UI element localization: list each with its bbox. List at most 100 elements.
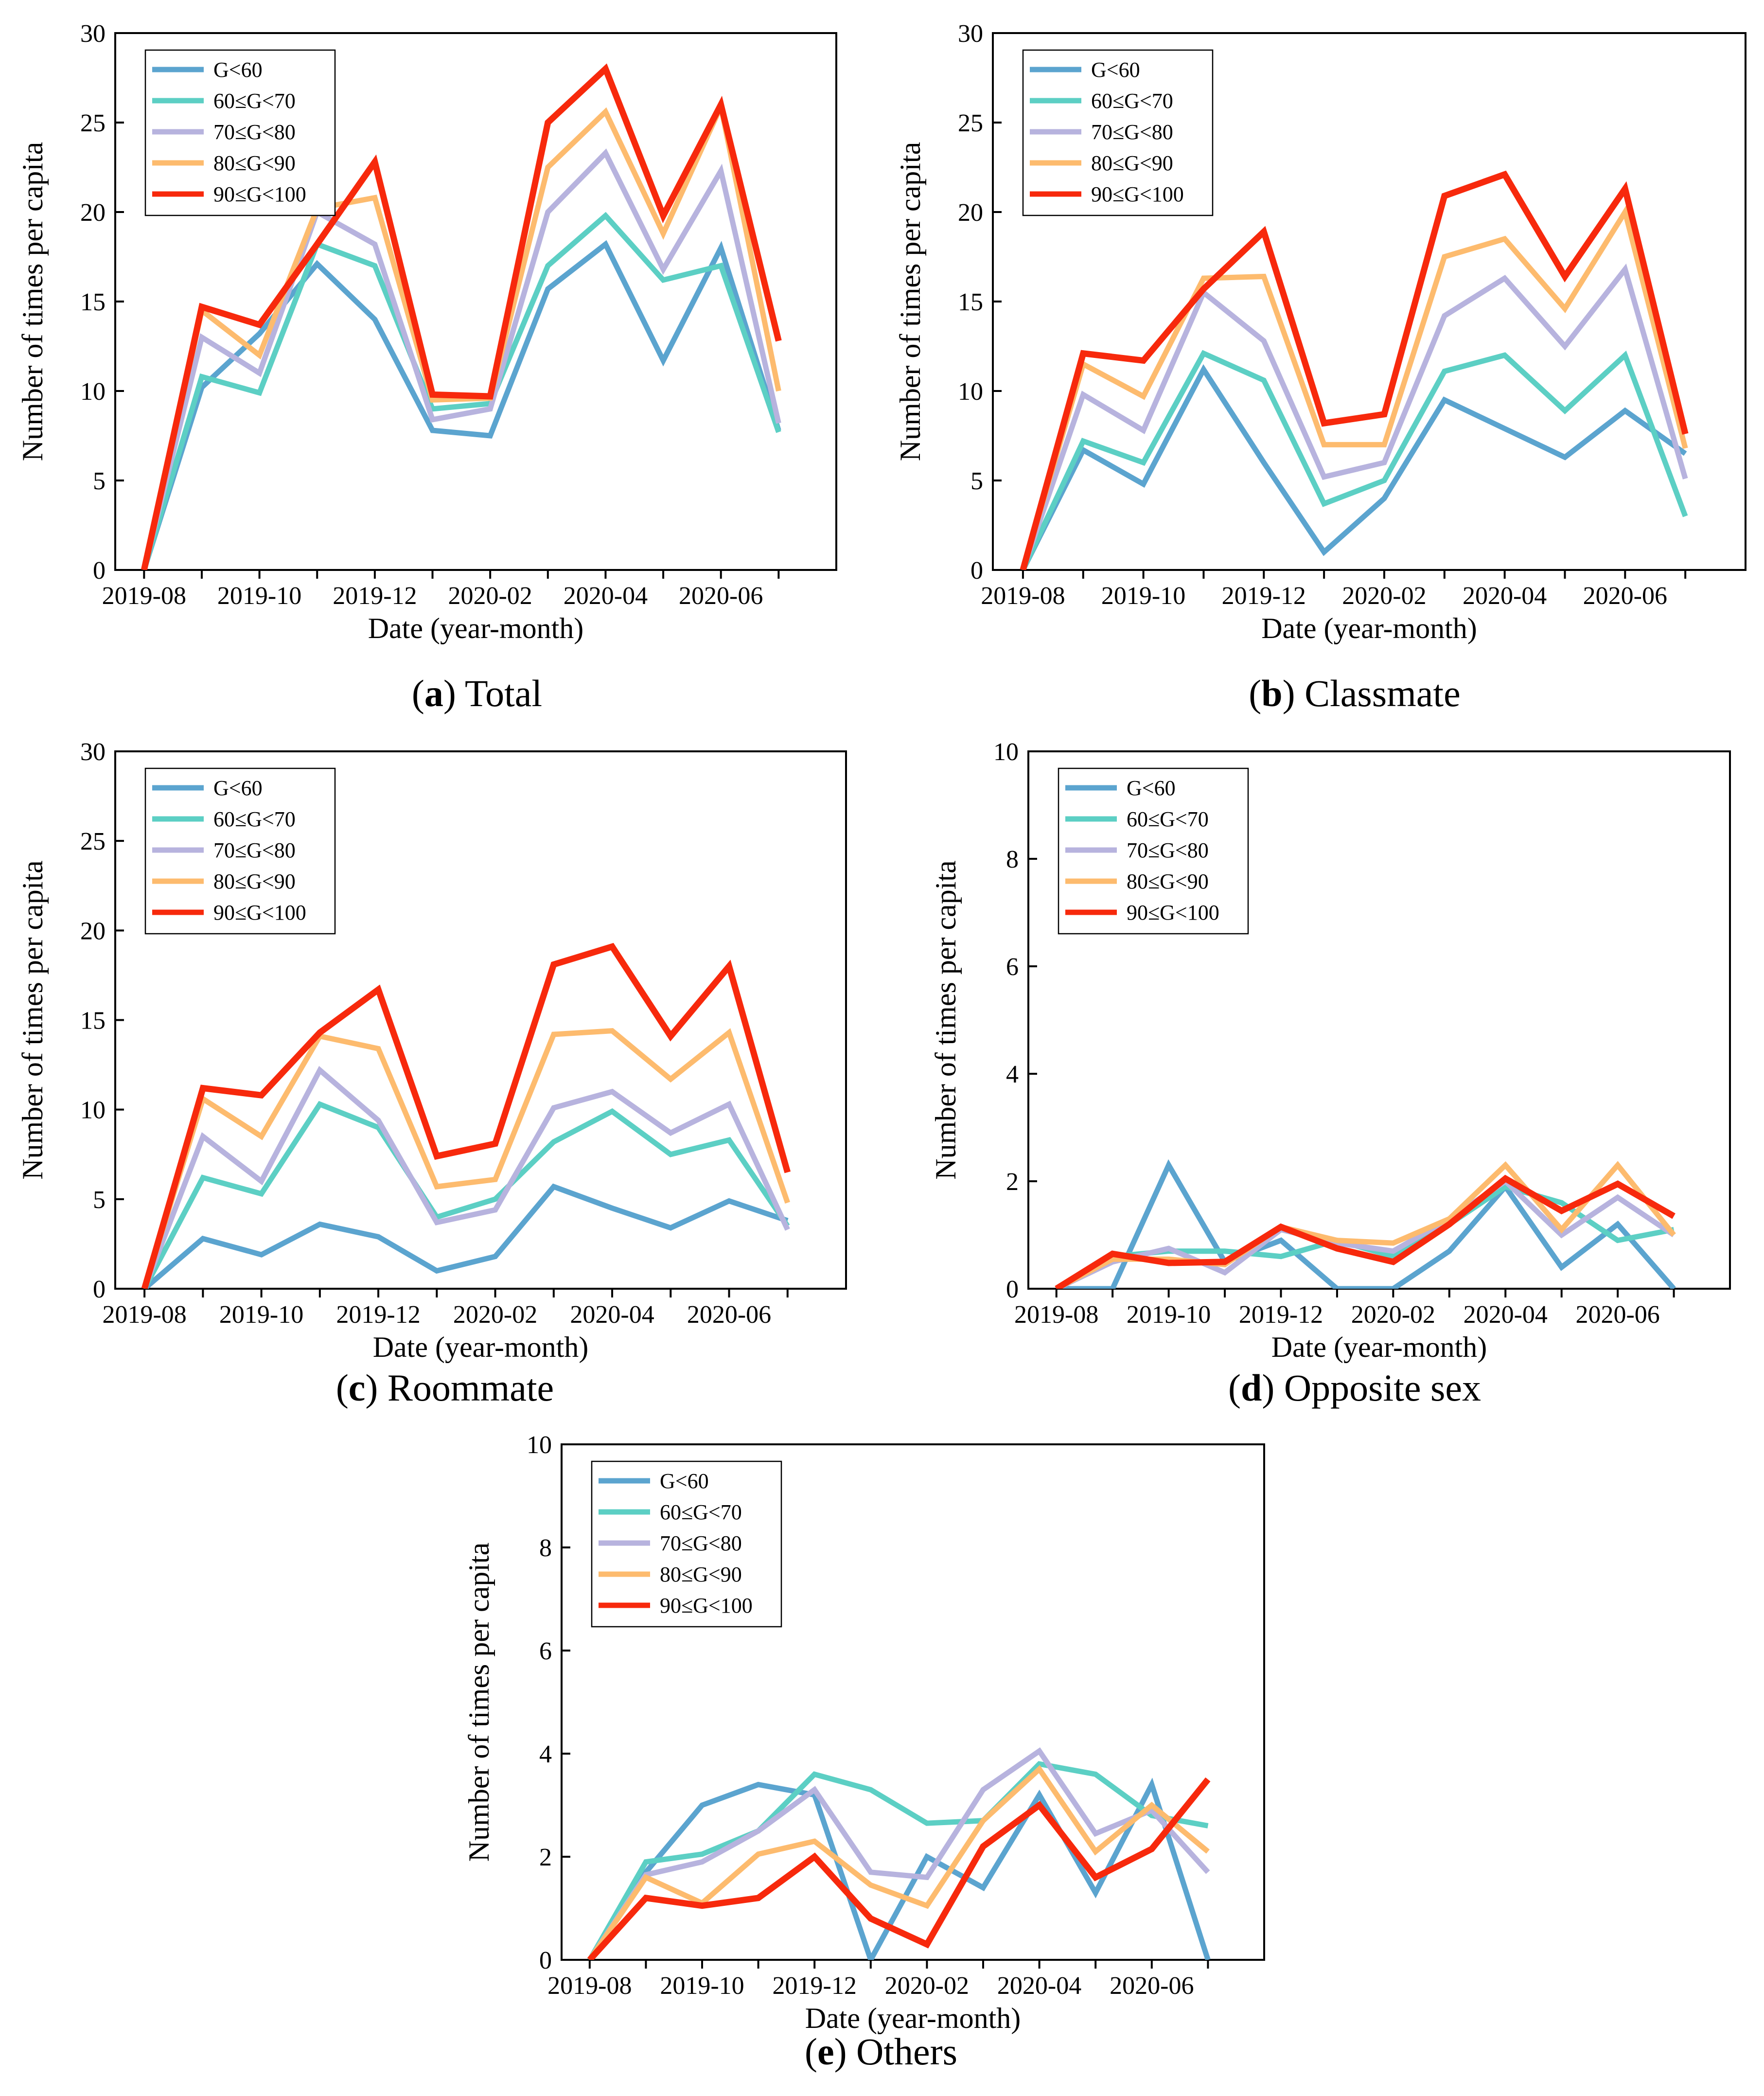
- series-line-2: [142, 1101, 790, 1289]
- series-line-5: [141, 942, 791, 1289]
- legend-label: 80≤G<90: [213, 870, 296, 893]
- series-group: [141, 942, 791, 1289]
- x-tick-label: 2020-04: [997, 1972, 1081, 2000]
- y-tick-label: 10: [80, 378, 106, 406]
- x-tick-label: 2020-06: [687, 1301, 771, 1329]
- x-tick-label: 2020-04: [1464, 1301, 1548, 1329]
- legend-label: 90≤G<100: [213, 901, 306, 924]
- series-line-5: [587, 1777, 1211, 1960]
- x-tick-label: 2019-12: [333, 582, 417, 610]
- chart-panel-d: 0 2 4 6 8 10 2019-08 2019-10 2019-12 2020-02 2020-…: [930, 738, 1731, 1409]
- y-tick-label: 25: [80, 109, 106, 137]
- y-tick-label: 2: [539, 1844, 552, 1871]
- y-tick-label: 5: [93, 467, 106, 495]
- legend-label: 60≤G<70: [1091, 89, 1173, 113]
- legend-label: 90≤G<100: [213, 182, 306, 206]
- legend: G<60 60≤G<70 70≤G<80 80≤G<90 90≤G<100: [1058, 767, 1249, 935]
- legend-label: G<60: [1127, 776, 1176, 800]
- y-axis-title: Number of times per capita: [17, 860, 49, 1179]
- legend-label: 70≤G<80: [213, 120, 296, 144]
- y-tick-label: 20: [80, 917, 106, 945]
- legend-label: 70≤G<80: [1127, 838, 1209, 862]
- legend-label: 90≤G<100: [660, 1594, 753, 1617]
- series-group: [1055, 1159, 1676, 1289]
- x-tick-label: 2020-04: [1463, 582, 1547, 610]
- panel-caption: (b) Classmate: [1249, 672, 1460, 714]
- x-tick-label: 2019-10: [1101, 582, 1185, 610]
- x-tick-label: 2020-02: [448, 582, 532, 610]
- x-tick-label: 2020-02: [453, 1301, 537, 1329]
- legend-label: 70≤G<80: [213, 838, 296, 862]
- y-tick-label: 10: [80, 1097, 106, 1124]
- y-tick-label: 4: [1006, 1061, 1019, 1088]
- legend-label: 90≤G<100: [1091, 182, 1184, 206]
- y-tick-label: 0: [93, 557, 106, 585]
- series-line-4: [141, 98, 781, 570]
- series-line-5: [1020, 170, 1689, 570]
- series-line-1: [142, 1183, 789, 1289]
- plot-frame: [561, 1443, 1265, 1961]
- panel-caption: (c) Roommate: [336, 1367, 554, 1409]
- y-tick-label: 4: [539, 1741, 552, 1768]
- x-tick-label: 2019-10: [1127, 1301, 1211, 1329]
- legend: G<60 60≤G<70 70≤G<80 80≤G<90 90≤G<100: [1022, 49, 1214, 216]
- legend-label: 80≤G<90: [213, 151, 296, 175]
- y-tick-label: 5: [970, 467, 983, 495]
- x-tick-label: 2020-06: [679, 582, 763, 610]
- legend-label: 60≤G<70: [213, 807, 296, 831]
- series-line-3: [1055, 1177, 1676, 1289]
- series-group: [1020, 170, 1689, 570]
- legend: G<60 60≤G<70 70≤G<80 80≤G<90 90≤G<100: [144, 49, 336, 216]
- panel-caption: (a) Total: [412, 672, 542, 714]
- series-line-4: [1055, 1161, 1676, 1289]
- legend: G<60 60≤G<70 70≤G<80 80≤G<90 90≤G<100: [591, 1460, 782, 1628]
- legend-label: 60≤G<70: [213, 89, 296, 113]
- y-axis-title: Number of times per capita: [17, 142, 49, 461]
- y-tick-label: 10: [958, 378, 983, 406]
- x-tick-label: 2019-08: [1014, 1301, 1098, 1329]
- chart-panel-c: 0 5 10 15 20 25 30 2019-08 2019-10 2019-12 2020-02…: [17, 738, 847, 1409]
- y-tick-label: 10: [527, 1431, 552, 1459]
- x-axis-title: Date (year-month): [1271, 1331, 1487, 1363]
- y-tick-label: 25: [958, 109, 983, 137]
- legend-label: 80≤G<90: [1127, 870, 1209, 893]
- x-tick-label: 2019-10: [219, 1301, 303, 1329]
- x-axis-title: Date (year-month): [805, 2002, 1021, 2034]
- y-axis-title: Number of times per capita: [463, 1543, 495, 1862]
- legend-label: 60≤G<70: [660, 1500, 742, 1524]
- y-tick-label: 0: [539, 1947, 552, 1974]
- x-tick-label: 2019-10: [217, 582, 301, 610]
- x-tick-label: 2019-08: [102, 582, 186, 610]
- x-tick-label: 2020-02: [885, 1972, 969, 2000]
- y-tick-label: 8: [1006, 846, 1019, 873]
- series-line-5: [141, 63, 782, 570]
- series-line-2: [1020, 350, 1688, 570]
- y-tick-label: 30: [80, 20, 106, 48]
- y-tick-label: 30: [958, 20, 983, 48]
- y-tick-label: 25: [80, 828, 106, 855]
- series-line-3: [587, 1747, 1210, 1960]
- chart-panel-e: 0 2 4 6 8 10 2019-08 2019-10 2019-12 2020-02 2020-…: [463, 1431, 1265, 2073]
- x-axis-title: Date (year-month): [373, 1331, 589, 1363]
- series-line-1: [1020, 364, 1687, 570]
- y-tick-label: 0: [1006, 1276, 1019, 1303]
- y-tick-label: 10: [993, 738, 1019, 766]
- x-tick-label: 2020-04: [570, 1301, 654, 1329]
- y-tick-label: 30: [80, 738, 106, 766]
- legend: G<60 60≤G<70 70≤G<80 80≤G<90 90≤G<100: [144, 767, 336, 935]
- x-axis-title: Date (year-month): [368, 612, 584, 644]
- x-tick-label: 2020-02: [1342, 582, 1426, 610]
- legend-label: 70≤G<80: [1091, 120, 1173, 144]
- y-tick-label: 6: [1006, 953, 1019, 981]
- legend-label: 90≤G<100: [1127, 901, 1219, 924]
- legend-label: 60≤G<70: [1127, 807, 1209, 831]
- y-tick-label: 20: [958, 199, 983, 227]
- panel-caption: (e) Others: [805, 2030, 957, 2073]
- x-tick-label: 2019-12: [336, 1301, 420, 1329]
- x-tick-label: 2019-08: [981, 582, 1065, 610]
- x-tick-label: 2020-02: [1351, 1301, 1435, 1329]
- legend-label: 80≤G<90: [660, 1563, 742, 1586]
- chart-panel-a: 0 5 10 15 20 25 30 2019-08 2019-10 2019-12 2020-02…: [17, 20, 837, 714]
